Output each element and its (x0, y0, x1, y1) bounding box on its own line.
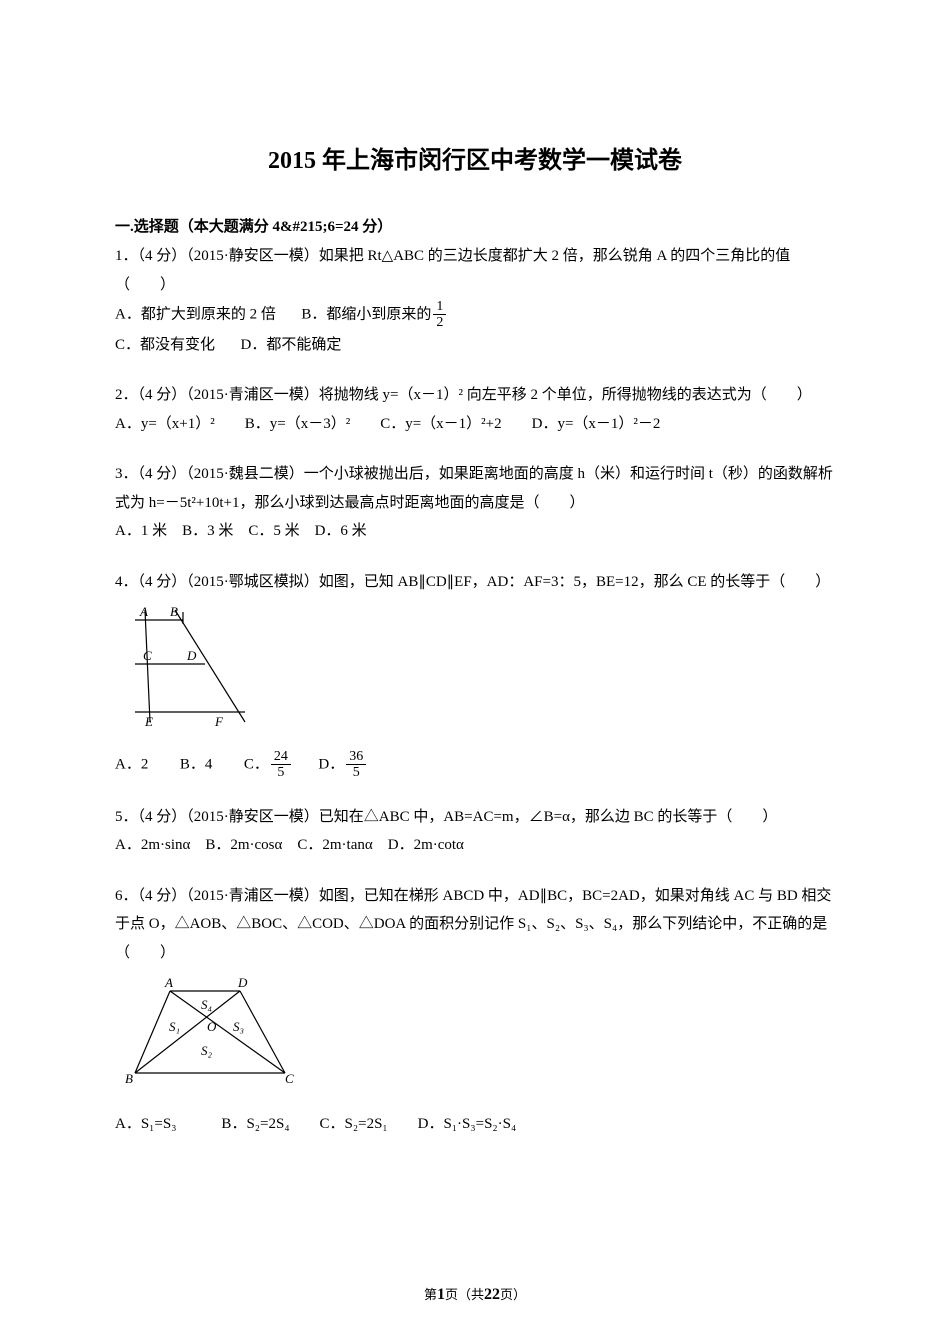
q1-opt-b-fraction: 12 (433, 299, 446, 331)
q6-text: 6．（4 分）（2015·青浦区一模）如图，已知在梯形 ABCD 中，AD∥BC… (115, 882, 835, 968)
q5-text: 5．（4 分）（2015·静安区一模）已知在△ABC 中，AB=AC=m，∠B=… (115, 803, 835, 832)
svg-text:S₄: S₄ (201, 997, 213, 1012)
q4-opt-d-fraction: 365 (346, 749, 366, 781)
q4-opt-b: B．4 (180, 756, 213, 772)
question-4: 4．（4 分）（2015·鄂城区模拟）如图，已知 AB∥CD∥EF，AD：AF=… (115, 568, 835, 781)
svg-text:C: C (143, 648, 152, 663)
q4-opt-a: A．2 (115, 756, 148, 772)
footer-post: 页） (500, 1287, 526, 1302)
q4-opt-d: D． (318, 756, 344, 772)
q4-opt-c: C． (244, 756, 269, 772)
q4-opt-c-fraction: 245 (271, 749, 291, 781)
svg-text:B: B (170, 604, 178, 619)
svg-text:S₁: S₁ (169, 1019, 180, 1034)
question-6: 6．（4 分）（2015·青浦区一模）如图，已知在梯形 ABCD 中，AD∥BC… (115, 882, 835, 1139)
q4-options: A．2 B．4 C．245 D．365 (115, 749, 835, 781)
svg-text:O: O (207, 1019, 217, 1034)
q1-options-cd: C．都没有变化 D．都不能确定 (115, 331, 835, 360)
svg-text:S₃: S₃ (233, 1019, 244, 1034)
footer-total-page: 22 (484, 1286, 500, 1303)
q1-text: 1．（4 分）（2015·静安区一模）如果把 Rt△ABC 的三边长度都扩大 2… (115, 242, 835, 299)
footer-mid: 页（共 (445, 1287, 484, 1302)
question-3: 3．（4 分）（2015·魏县二模）一个小球被抛出后，如果距离地面的高度 h（米… (115, 460, 835, 546)
svg-text:A: A (164, 975, 173, 990)
section-header: 一.选择题（本大题满分 4&#215;6=24 分） (115, 215, 835, 236)
question-5: 5．（4 分）（2015·静安区一模）已知在△ABC 中，AB=AC=m，∠B=… (115, 803, 835, 860)
svg-text:C: C (285, 1071, 294, 1086)
q1-options-ab: A．都扩大到原来的 2 倍 B．都缩小到原来的12 (115, 299, 835, 331)
question-1: 1．（4 分）（2015·静安区一模）如果把 Rt△ABC 的三边长度都扩大 2… (115, 242, 835, 359)
q1-opt-a: A．都扩大到原来的 2 倍 (115, 306, 276, 322)
footer-pre: 第 (424, 1287, 437, 1302)
q6-diagram: A D B C O S₄ S₁ S₃ S₂ (115, 973, 835, 1104)
q1-opt-d: D．都不能确定 (241, 337, 342, 353)
q2-options: A．y=（x+1）² B．y=（x－3）² C．y=（x－1）²+2 D．y=（… (115, 410, 835, 439)
q6-options: A．S₁=S₃ B．S₂=2S₄ C．S₂=2S₁ D．S₁·S₃=S₂·S₄ (115, 1110, 835, 1139)
svg-text:A: A (139, 604, 148, 619)
svg-text:D: D (237, 975, 248, 990)
q2-text: 2．（4 分）（2015·青浦区一模）将抛物线 y=（x－1）² 向左平移 2 … (115, 381, 835, 410)
svg-text:D: D (186, 648, 197, 663)
q4-text: 4．（4 分）（2015·鄂城区模拟）如图，已知 AB∥CD∥EF，AD：AF=… (115, 568, 835, 597)
svg-text:F: F (214, 714, 224, 729)
q1-opt-c: C．都没有变化 (115, 337, 215, 353)
q3-text: 3．（4 分）（2015·魏县二模）一个小球被抛出后，如果距离地面的高度 h（米… (115, 460, 835, 517)
question-2: 2．（4 分）（2015·青浦区一模）将抛物线 y=（x－1）² 向左平移 2 … (115, 381, 835, 438)
svg-text:B: B (125, 1071, 133, 1086)
page-title: 2015 年上海市闵行区中考数学一模试卷 (115, 140, 835, 175)
q4-diagram: A B C D E F (115, 602, 835, 743)
page-footer: 第1页（共22页） (0, 1284, 950, 1304)
q5-options: A．2m·sinα B．2m·cosα C．2m·tanα D．2m·cotα (115, 831, 835, 860)
q3-options: A．1 米 B．3 米 C．5 米 D．6 米 (115, 517, 835, 546)
svg-text:S₂: S₂ (201, 1043, 213, 1058)
footer-cur-page: 1 (437, 1286, 445, 1303)
svg-text:E: E (144, 714, 153, 729)
q1-opt-b-pre: B．都缩小到原来的 (301, 306, 431, 322)
